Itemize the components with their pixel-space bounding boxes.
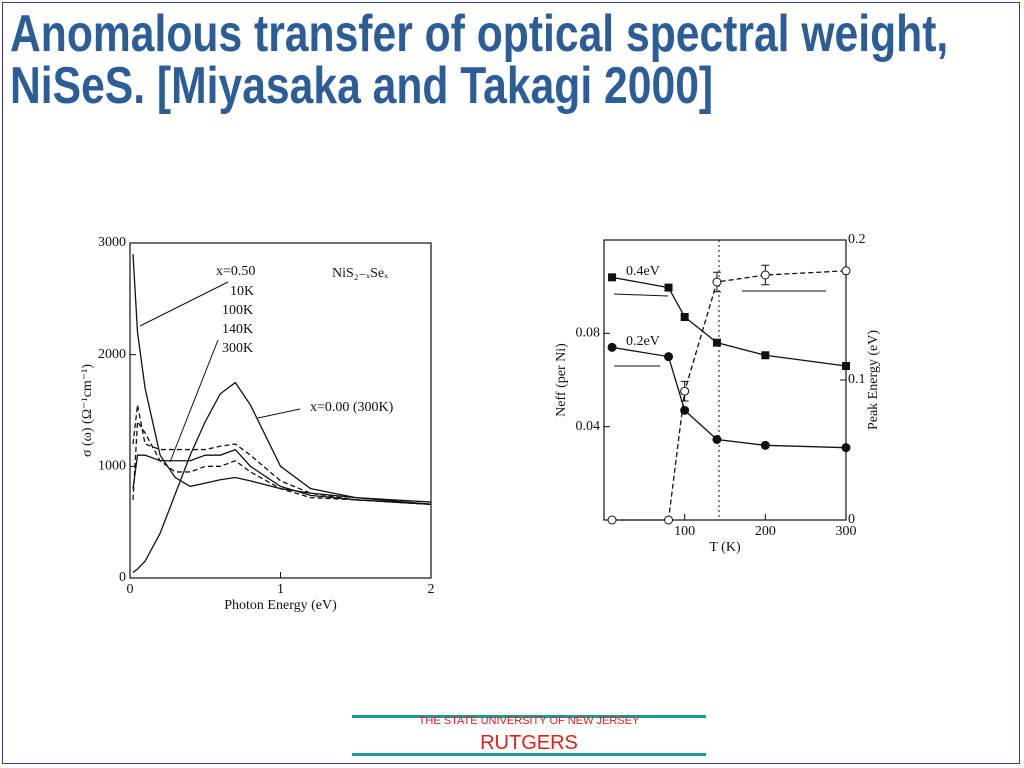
marker <box>664 283 673 292</box>
marker <box>608 273 617 282</box>
legend-label: 100K <box>222 303 253 318</box>
y2-tick-label: 0 <box>848 512 855 527</box>
marker <box>841 266 851 276</box>
marker <box>680 386 690 396</box>
y-tick-label: 0.04 <box>576 419 601 434</box>
legend-label: 300K <box>222 341 253 356</box>
y2-tick-label: 0.1 <box>848 372 866 387</box>
marker <box>842 362 850 370</box>
annotation: NiS₂₋ₓSeₓ <box>332 266 389 281</box>
y2-tick-label: 0.2 <box>848 232 866 247</box>
legend-label: x=0.00 (300K) <box>310 400 394 415</box>
marker <box>680 313 689 321</box>
series-line <box>132 381 432 573</box>
slide-title: Anomalous transfer of optical spectral w… <box>10 5 949 115</box>
x-axis-label: T (K) <box>709 540 741 555</box>
marker <box>760 440 770 450</box>
y-axis-label: σ (ω) (Ω⁻¹cm⁻¹) <box>80 364 95 457</box>
series-line <box>612 270 847 521</box>
x-tick-label: 300 <box>836 524 857 539</box>
footer-rule <box>352 715 706 718</box>
annotation-arrows <box>139 240 826 520</box>
x-tick-label: 1 <box>277 582 284 597</box>
legend-title: x=0.50 <box>216 264 255 279</box>
x-tick-label: 0 <box>127 582 134 597</box>
legend-label: 0.2eV <box>626 334 660 349</box>
y-tick-label: 1000 <box>98 459 126 474</box>
series-line <box>611 276 847 367</box>
series-line <box>132 404 432 505</box>
x-tick-label: 2 <box>428 582 435 597</box>
marker <box>664 352 674 362</box>
marker <box>664 515 674 525</box>
marker <box>607 342 617 352</box>
legend-label: 0.4eV <box>626 264 660 279</box>
y2-axis-label: Peak Energy (eV) <box>866 330 881 430</box>
series-line <box>132 448 432 505</box>
x-axis-label: Photon Energy (eV) <box>224 598 337 613</box>
footer-rule <box>352 753 706 756</box>
legend-label: 10K <box>230 284 254 299</box>
y-tick-label: 0.08 <box>576 326 601 341</box>
y-tick-label: 3000 <box>98 235 126 250</box>
series-line <box>132 254 432 505</box>
footer-name: RUTGERS <box>480 732 578 754</box>
x-tick-label: 100 <box>674 524 695 539</box>
marker <box>712 277 722 287</box>
legend-label: 140K <box>222 322 253 337</box>
marker <box>607 515 617 525</box>
series-line <box>132 419 432 505</box>
footer-university: THE STATE UNIVERSITY OF NEW JERSEY <box>418 715 640 727</box>
y-axis-label: Neff (per Ni) <box>554 343 569 417</box>
series-line <box>611 346 847 449</box>
y-tick-label: 2000 <box>98 347 126 362</box>
marker <box>761 351 770 360</box>
y-tick-label: 0 <box>119 570 126 585</box>
marker <box>712 338 721 347</box>
marker <box>712 435 722 444</box>
x-tick-label: 200 <box>755 524 776 539</box>
marker <box>841 443 851 453</box>
marker <box>760 270 770 280</box>
